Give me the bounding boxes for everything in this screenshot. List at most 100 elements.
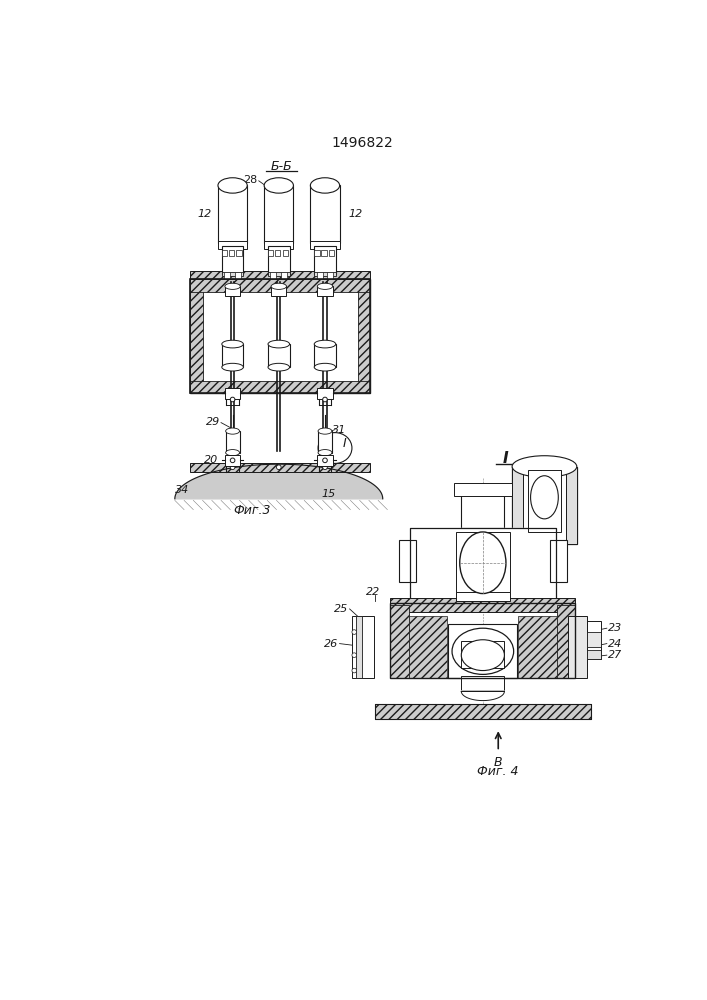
Text: Фиг.3: Фиг.3 [233, 504, 271, 517]
Ellipse shape [352, 668, 356, 673]
Bar [557, 605, 575, 678]
Bar [358, 279, 370, 393]
Ellipse shape [264, 178, 293, 193]
Text: I: I [503, 451, 509, 466]
Bar [190, 279, 370, 292]
Text: 25: 25 [334, 604, 348, 614]
Ellipse shape [318, 428, 332, 434]
Ellipse shape [318, 433, 352, 463]
Bar [399, 540, 416, 582]
Ellipse shape [276, 465, 281, 470]
Bar [375, 704, 590, 719]
Ellipse shape [460, 532, 506, 594]
Bar [352, 616, 373, 678]
Ellipse shape [310, 178, 339, 193]
Bar [587, 650, 601, 659]
Bar [281, 272, 287, 280]
Bar [222, 272, 243, 276]
Bar [225, 455, 240, 466]
Text: B: B [494, 756, 503, 769]
Bar [229, 250, 234, 256]
Bar [356, 616, 362, 678]
Ellipse shape [512, 456, 577, 477]
Ellipse shape [530, 476, 559, 519]
Ellipse shape [222, 340, 243, 348]
Bar [225, 286, 240, 296]
Bar [318, 431, 332, 453]
Polygon shape [461, 691, 504, 701]
Text: 22: 22 [366, 587, 380, 597]
Bar [264, 185, 293, 243]
Ellipse shape [317, 283, 333, 289]
Bar [461, 676, 504, 691]
Bar [314, 272, 336, 276]
Ellipse shape [314, 340, 336, 348]
Bar [375, 704, 590, 719]
Ellipse shape [352, 653, 356, 657]
Text: I: I [342, 437, 346, 450]
Ellipse shape [271, 283, 286, 289]
Text: 1496822: 1496822 [332, 136, 394, 150]
Ellipse shape [225, 283, 240, 289]
Bar [222, 250, 227, 256]
Text: 23: 23 [608, 623, 623, 633]
Bar [264, 241, 293, 249]
Bar [390, 603, 575, 678]
Ellipse shape [268, 363, 290, 371]
Bar [317, 286, 333, 296]
Text: I: I [442, 532, 447, 547]
Text: 27: 27 [608, 650, 623, 660]
Bar [314, 246, 336, 274]
Bar [190, 279, 203, 393]
Bar [327, 272, 334, 280]
Bar [314, 344, 336, 367]
Bar [235, 272, 241, 280]
Bar [190, 279, 370, 393]
Bar [283, 250, 288, 256]
Bar [550, 540, 567, 582]
Bar [390, 605, 409, 678]
Bar [226, 431, 240, 453]
Bar [456, 592, 510, 601]
Ellipse shape [218, 178, 247, 193]
Bar [190, 271, 370, 282]
Bar [317, 455, 333, 466]
Bar [275, 250, 281, 256]
Bar [222, 344, 243, 367]
Bar [317, 388, 333, 399]
Bar [190, 381, 370, 393]
Bar [512, 466, 577, 544]
Text: 34: 34 [175, 485, 189, 495]
Bar [448, 624, 518, 678]
Ellipse shape [322, 397, 327, 402]
Ellipse shape [318, 450, 332, 456]
Ellipse shape [230, 458, 235, 463]
Text: 31: 31 [332, 425, 346, 435]
Bar [190, 279, 370, 393]
Ellipse shape [222, 363, 243, 371]
Bar [321, 250, 327, 256]
Bar [268, 246, 290, 274]
Bar [218, 241, 247, 249]
Bar [456, 532, 510, 594]
Bar [527, 470, 561, 532]
Bar [317, 272, 322, 280]
Bar [329, 250, 334, 256]
Bar [518, 616, 557, 678]
Bar [512, 466, 523, 544]
Bar [268, 272, 290, 276]
Text: 28: 28 [243, 175, 257, 185]
Ellipse shape [461, 640, 504, 671]
Bar [568, 616, 587, 678]
Bar [314, 250, 320, 256]
Text: 26: 26 [324, 639, 338, 649]
Bar [268, 344, 290, 367]
Bar [409, 616, 448, 678]
Ellipse shape [230, 465, 235, 470]
Bar [587, 632, 601, 647]
Bar [461, 641, 504, 668]
Bar [270, 272, 276, 280]
Ellipse shape [314, 363, 336, 371]
Bar [271, 286, 286, 296]
Text: Б-Б: Б-Б [270, 160, 292, 173]
